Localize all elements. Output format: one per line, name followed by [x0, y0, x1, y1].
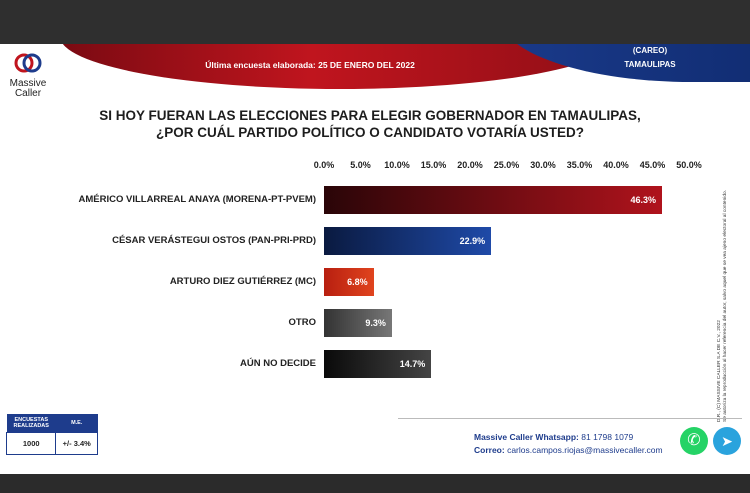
footer-divider — [398, 418, 742, 419]
sample-count-header: ENCUESTAS REALIZADAS — [6, 414, 56, 433]
bar-value-label: 6.8% — [347, 277, 368, 287]
x-tick-label: 0.0% — [313, 160, 335, 170]
sample-count-header-line-2: REALIZADAS — [13, 423, 49, 429]
margin-error-value: +/- 3.4% — [55, 432, 98, 455]
bar — [324, 309, 392, 337]
x-tick-label: 5.0% — [350, 160, 371, 170]
x-tick-label: 40.0% — [603, 160, 629, 170]
chart-title-line-1: SI HOY FUERAN LAS ELECCIONES PARA ELEGIR… — [99, 108, 641, 123]
email-address[interactable]: carlos.campos.riojas@massivecaller.com — [507, 445, 663, 455]
category-label: ARTURO DIEZ GUTIÉRREZ (MC) — [169, 276, 316, 287]
telegram-icon[interactable]: ➤ — [713, 427, 741, 455]
whatsapp-label: Massive Caller Whatsapp: — [474, 432, 579, 442]
x-tick-label: 35.0% — [566, 160, 593, 170]
state-label: TAMAULIPAS — [624, 60, 676, 69]
margin-error-header: M.E. — [55, 414, 98, 433]
category-label: AMÉRICO VILLARREAL ANAYA (MORENA-PT-PVEM… — [78, 194, 316, 205]
slide: Última encuesta elaborada: 25 DE ENERO D… — [0, 44, 750, 474]
logo-text-caller: Caller — [14, 88, 42, 99]
x-tick-label: 10.0% — [384, 160, 410, 170]
window-frame-bottom — [0, 474, 750, 493]
chart-title: SI HOY FUERAN LAS ELECCIONES PARA ELEGIR… — [40, 107, 700, 141]
category-label: AÚN NO DECIDE — [239, 358, 316, 369]
whatsapp-contact: Massive Caller Whatsapp: 81 1798 1079 — [474, 432, 633, 442]
x-tick-label: 50.0% — [676, 160, 702, 170]
whatsapp-icon[interactable]: ✆ — [680, 427, 708, 455]
category-label: CÉSAR VERÁSTEGUI OSTOS (PAN-PRI-PRD) — [112, 235, 316, 246]
bar — [324, 350, 432, 378]
category-label: OTRO — [288, 317, 316, 328]
x-tick-label: 20.0% — [457, 160, 483, 170]
bar — [324, 268, 374, 296]
x-tick-label: 30.0% — [530, 160, 556, 170]
sample-count-header-line-1: ENCUESTAS — [14, 417, 48, 423]
whatsapp-number[interactable]: 81 1798 1079 — [581, 432, 634, 442]
logo-text-massive: Massive — [9, 78, 47, 89]
x-tick-label: 25.0% — [493, 160, 520, 170]
careo-label: (CAREO) — [632, 46, 668, 55]
email-contact: Correo: carlos.campos.riojas@massivecall… — [474, 445, 663, 455]
survey-date: Última encuesta elaborada: 25 DE ENERO D… — [205, 60, 415, 70]
x-tick-label: 15.0% — [420, 160, 447, 170]
sample-count-value: 1000 — [5, 432, 57, 455]
bar-value-label: 9.3% — [365, 318, 386, 328]
bar — [324, 227, 492, 255]
window-frame-top — [0, 0, 750, 44]
bar-value-label: 46.3% — [630, 195, 656, 205]
bar — [324, 186, 662, 214]
massive-caller-logo: Massive Caller — [8, 52, 48, 99]
x-tick-label: 45.0% — [639, 160, 666, 170]
copyright-line-2: Se autoriza la reproducción al hacer ref… — [723, 190, 728, 422]
chart-title-line-2: ¿POR CUÁL PARTIDO POLÍTICO O CANDIDATO V… — [156, 125, 584, 140]
bar-value-label: 14.7% — [399, 359, 426, 369]
email-label: Correo: — [474, 445, 505, 455]
logo-mark-icon — [14, 53, 42, 73]
sample-info-table: ENCUESTAS REALIZADAS M.E. 1000 +/- 3.4% — [5, 414, 98, 455]
bar-value-label: 22.9% — [459, 236, 486, 246]
copyright-note: D.R., (C) MASSIVE CALLER S.A DE C.V., 20… — [717, 132, 737, 422]
